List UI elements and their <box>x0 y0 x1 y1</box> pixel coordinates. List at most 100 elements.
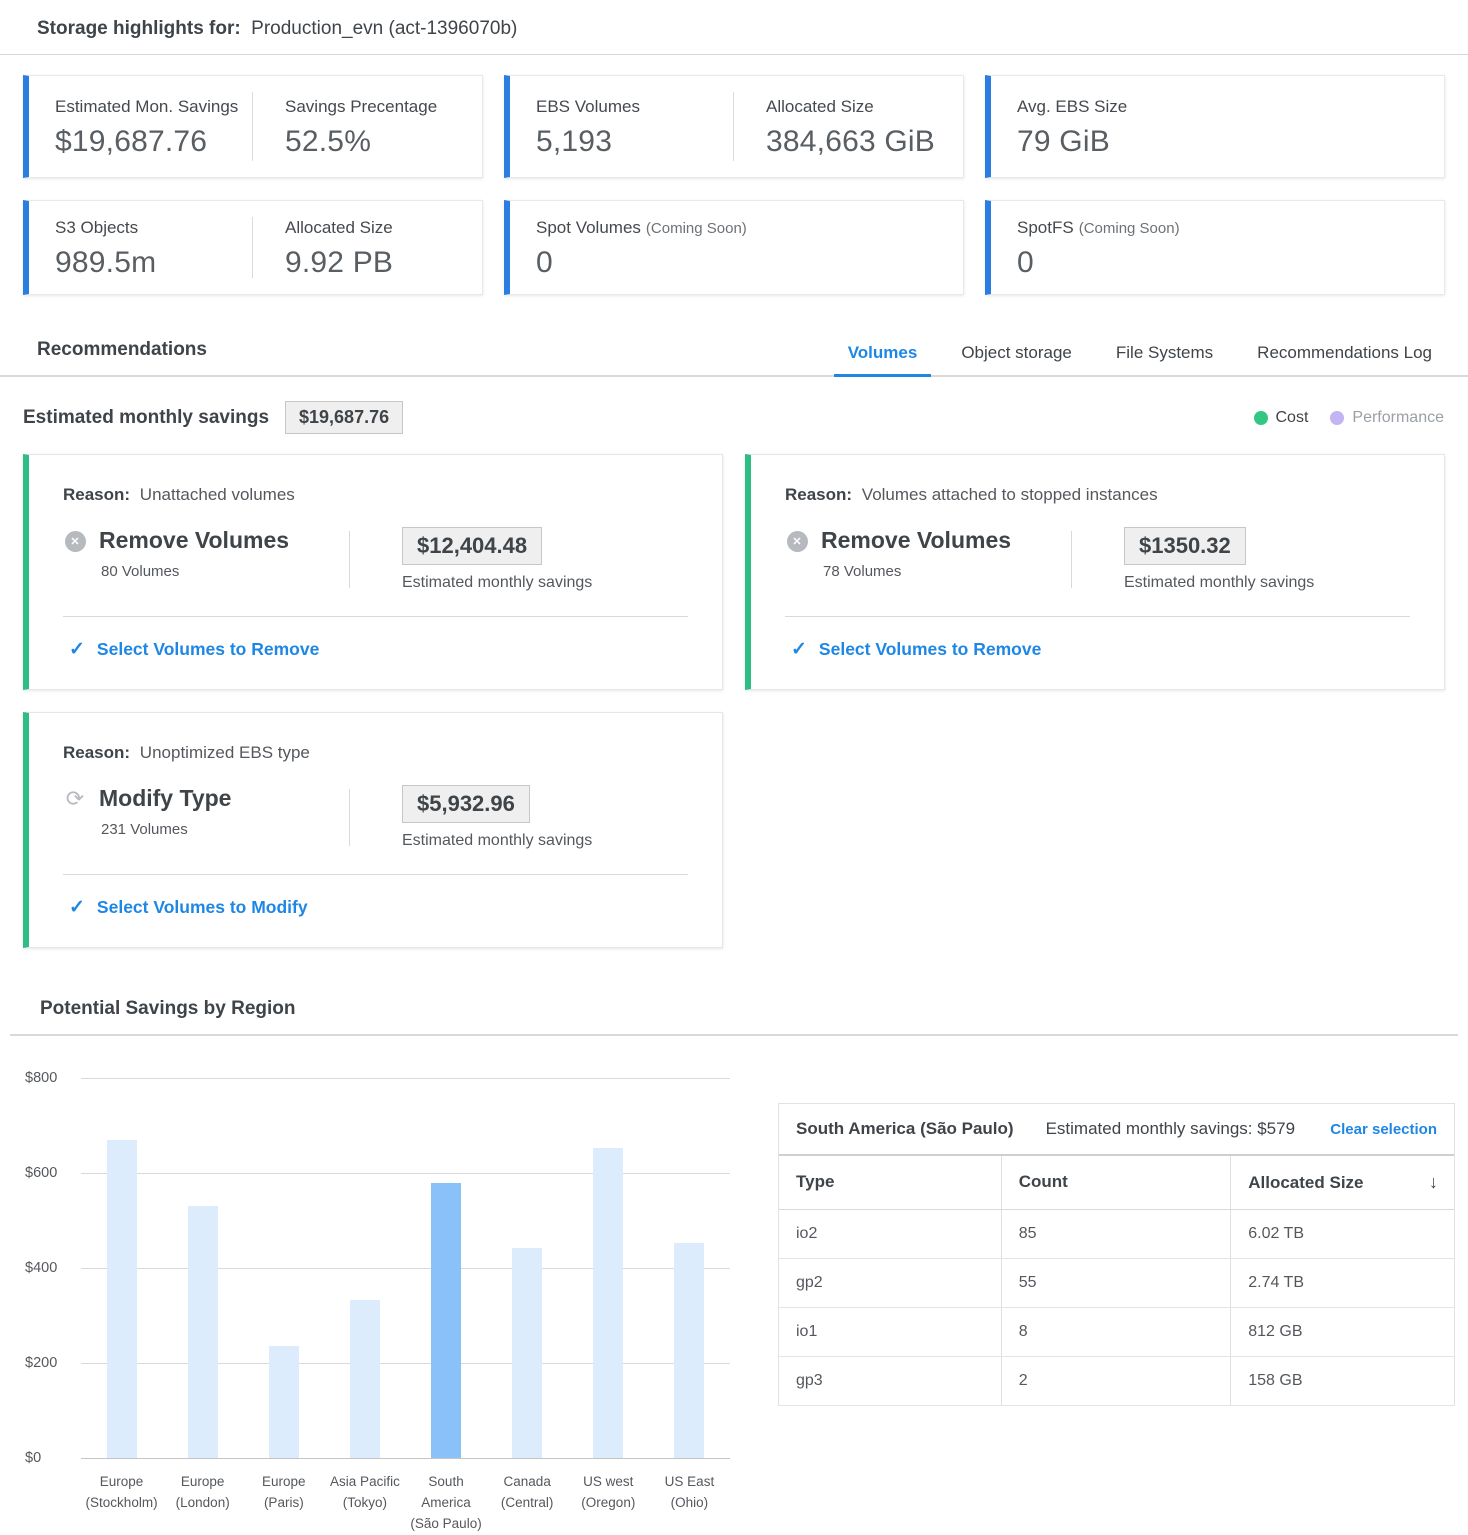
bar-europe-paris-[interactable] <box>268 1346 299 1458</box>
modify-refresh-icon: ⟳ <box>65 786 85 811</box>
bar-slot <box>649 1078 730 1458</box>
x-axis-label-line: US East <box>664 1474 715 1489</box>
x-axis-label: Europe (Paris) <box>243 1472 324 1535</box>
select-volumes-link[interactable]: ✓ Select Volumes to Modify <box>29 875 722 941</box>
savings-block: $12,404.48 Estimated monthly savings <box>350 527 688 592</box>
reason-label: Reason: <box>63 743 131 762</box>
action-title: Modify Type <box>99 785 232 811</box>
bar-asia-pacific-tokyo-[interactable] <box>349 1299 380 1458</box>
coming-soon-tag: (Coming Soon) <box>1078 219 1180 237</box>
table-body: io2 85 6.02 TB gp2 55 2.74 TB io1 8 812 GB gp3 2 15… <box>779 1210 1454 1406</box>
x-axis-label-line: South America <box>421 1474 471 1510</box>
action-left: ✕ Remove Volumes 78 Volumes <box>785 527 1071 580</box>
recommendations-heading: Recommendations <box>37 339 207 360</box>
stat-value: $19,687.76 <box>55 124 208 158</box>
stat-value: 9.92 PB <box>285 245 394 279</box>
stat-label: Savings Precentage <box>285 96 438 116</box>
savings-block: $5,932.96 Estimated monthly savings <box>350 785 688 850</box>
page-title: Storage highlights for: <box>37 18 241 39</box>
legend-item-performance: Performance <box>1330 409 1444 427</box>
select-volumes-link[interactable]: ✓ Select Volumes to Remove <box>751 617 1444 683</box>
action-text: Remove Volumes 80 Volumes <box>99 527 289 580</box>
x-axis-label-line: Europe <box>262 1474 306 1489</box>
bar-south-america-s-o-paulo-[interactable] <box>431 1182 462 1458</box>
clear-selection-link[interactable]: Clear selection <box>1330 1120 1437 1138</box>
table-header-row: Type Count Allocated Size ↓ <box>779 1156 1454 1210</box>
gridline <box>81 1078 730 1079</box>
modify-refresh-icon: ⟳ <box>63 787 87 811</box>
select-volumes-link[interactable]: ✓ Select Volumes to Remove <box>29 617 722 683</box>
x-axis-label-line: (Stockholm) <box>85 1494 158 1510</box>
cell-count: 55 <box>1002 1259 1232 1307</box>
horizontal-divider <box>63 874 688 875</box>
column-header-type[interactable]: Type <box>779 1156 1002 1209</box>
x-axis-label: South America (São Paulo) <box>406 1472 487 1535</box>
x-axis-label: Canada (Central) <box>487 1472 568 1535</box>
stat-label: SpotFS (Coming Soon) <box>1017 217 1180 237</box>
stat-card: Estimated Mon. Savings $19,687.76 Savings … <box>23 75 483 178</box>
x-axis-label-line: Asia Pacific <box>330 1474 400 1489</box>
y-axis-tick-label: $200 <box>25 1355 58 1371</box>
gridline <box>81 1268 730 1269</box>
table-row: io1 8 812 GB <box>779 1308 1454 1357</box>
stat-value: 5,193 <box>536 124 613 158</box>
tab-volumes[interactable]: Volumes <box>833 343 931 377</box>
y-axis-tick-label: $800 <box>25 1070 58 1086</box>
action-text: Modify Type 231 Volumes <box>99 785 231 838</box>
x-axis-label-line: (Ohio) <box>670 1494 709 1510</box>
recommendations-header: Recommendations Volumes Object storage Fil… <box>0 317 1468 377</box>
legend-label: Performance <box>1352 408 1444 426</box>
tab-file-systems[interactable]: File Systems <box>1115 343 1214 362</box>
cell-allocated-size: 158 GB <box>1248 1372 1303 1389</box>
stat-cell: Estimated Mon. Savings $19,687.76 <box>29 92 252 161</box>
check-icon: ✓ <box>69 639 85 660</box>
table-row: gp2 55 2.74 TB <box>779 1259 1454 1308</box>
chart-x-labels: Europe (Stockholm) Europe (London) Europe (Pa… <box>81 1472 730 1535</box>
recommendation-card: Reason: Unattached volumes ✕ Remove Volume… <box>23 454 723 690</box>
sort-descending-icon[interactable]: ↓ <box>1429 1172 1438 1192</box>
volume-count: 80 Volumes <box>101 563 180 580</box>
region-section-body: $0 $200 $400 $600 $800 Europe (Stockholm) Euro… <box>0 1036 1468 1535</box>
bar-slot <box>487 1078 568 1458</box>
action-row: ✕ Remove Volumes 80 Volumes $12,404.48 Estim… <box>63 527 688 616</box>
gridline <box>81 1363 730 1364</box>
savings-caption: Estimated monthly savings <box>402 832 593 849</box>
bar-canada-central-[interactable] <box>512 1248 543 1458</box>
tab-recommendations-log[interactable]: Recommendations Log <box>1257 343 1432 362</box>
cell-count: 8 <box>1002 1308 1232 1356</box>
stat-label: Allocated Size <box>285 217 393 237</box>
column-header-allocated-size[interactable]: Allocated Size ↓ <box>1248 1172 1438 1192</box>
cta-label: Select Volumes to Remove <box>96 639 320 659</box>
table-row: gp3 2 158 GB <box>779 1357 1454 1406</box>
recommendations-tabs: Volumes Object storage File Systems Recomme… <box>833 343 1444 377</box>
cell-type: gp2 <box>779 1259 1002 1307</box>
table-savings-subtitle: Estimated monthly savings: $579 <box>1045 1119 1296 1138</box>
table-region-title: South America (São Paulo) <box>796 1119 1014 1138</box>
stat-cell: EBS Volumes 5,193 <box>510 92 733 161</box>
stat-card: Spot Volumes (Coming Soon) 0 <box>504 200 964 295</box>
x-axis-label-line: Europe <box>180 1474 225 1489</box>
bar-europe-london-[interactable] <box>187 1206 218 1458</box>
stat-label: Spot Volumes (Coming Soon) <box>536 217 747 237</box>
column-header-count[interactable]: Count <box>1002 1156 1232 1209</box>
recommendation-cards: Reason: Unattached volumes ✕ Remove Volume… <box>0 454 1468 948</box>
bar-europe-stockholm-[interactable] <box>106 1139 137 1458</box>
remove-circle-icon: ✕ <box>786 530 808 552</box>
reason-line: Reason: Unattached volumes <box>63 485 295 504</box>
tab-object-storage[interactable]: Object storage <box>961 343 1072 362</box>
region-section-heading: Potential Savings by Region <box>40 998 296 1019</box>
legend-item-cost: Cost <box>1253 409 1308 427</box>
bar-us-east-ohio-[interactable] <box>674 1242 705 1458</box>
savings-caption: Estimated monthly savings <box>402 574 593 591</box>
recommendation-card: Reason: Unoptimized EBS type ⟳ Modify Type… <box>23 712 723 948</box>
savings-value-box: $12,404.48 <box>402 527 543 565</box>
stat-label: S3 Objects <box>55 217 139 237</box>
region-detail-table: South America (São Paulo) Estimated mont… <box>778 1103 1455 1406</box>
volume-count: 78 Volumes <box>823 563 902 580</box>
action-left: ✕ Remove Volumes 80 Volumes <box>63 527 349 580</box>
bar-us-west-oregon-[interactable] <box>593 1148 624 1458</box>
x-axis-label-line: (Oregon) <box>581 1494 636 1510</box>
cell-type: io2 <box>779 1210 1002 1258</box>
horizontal-divider <box>785 616 1410 617</box>
